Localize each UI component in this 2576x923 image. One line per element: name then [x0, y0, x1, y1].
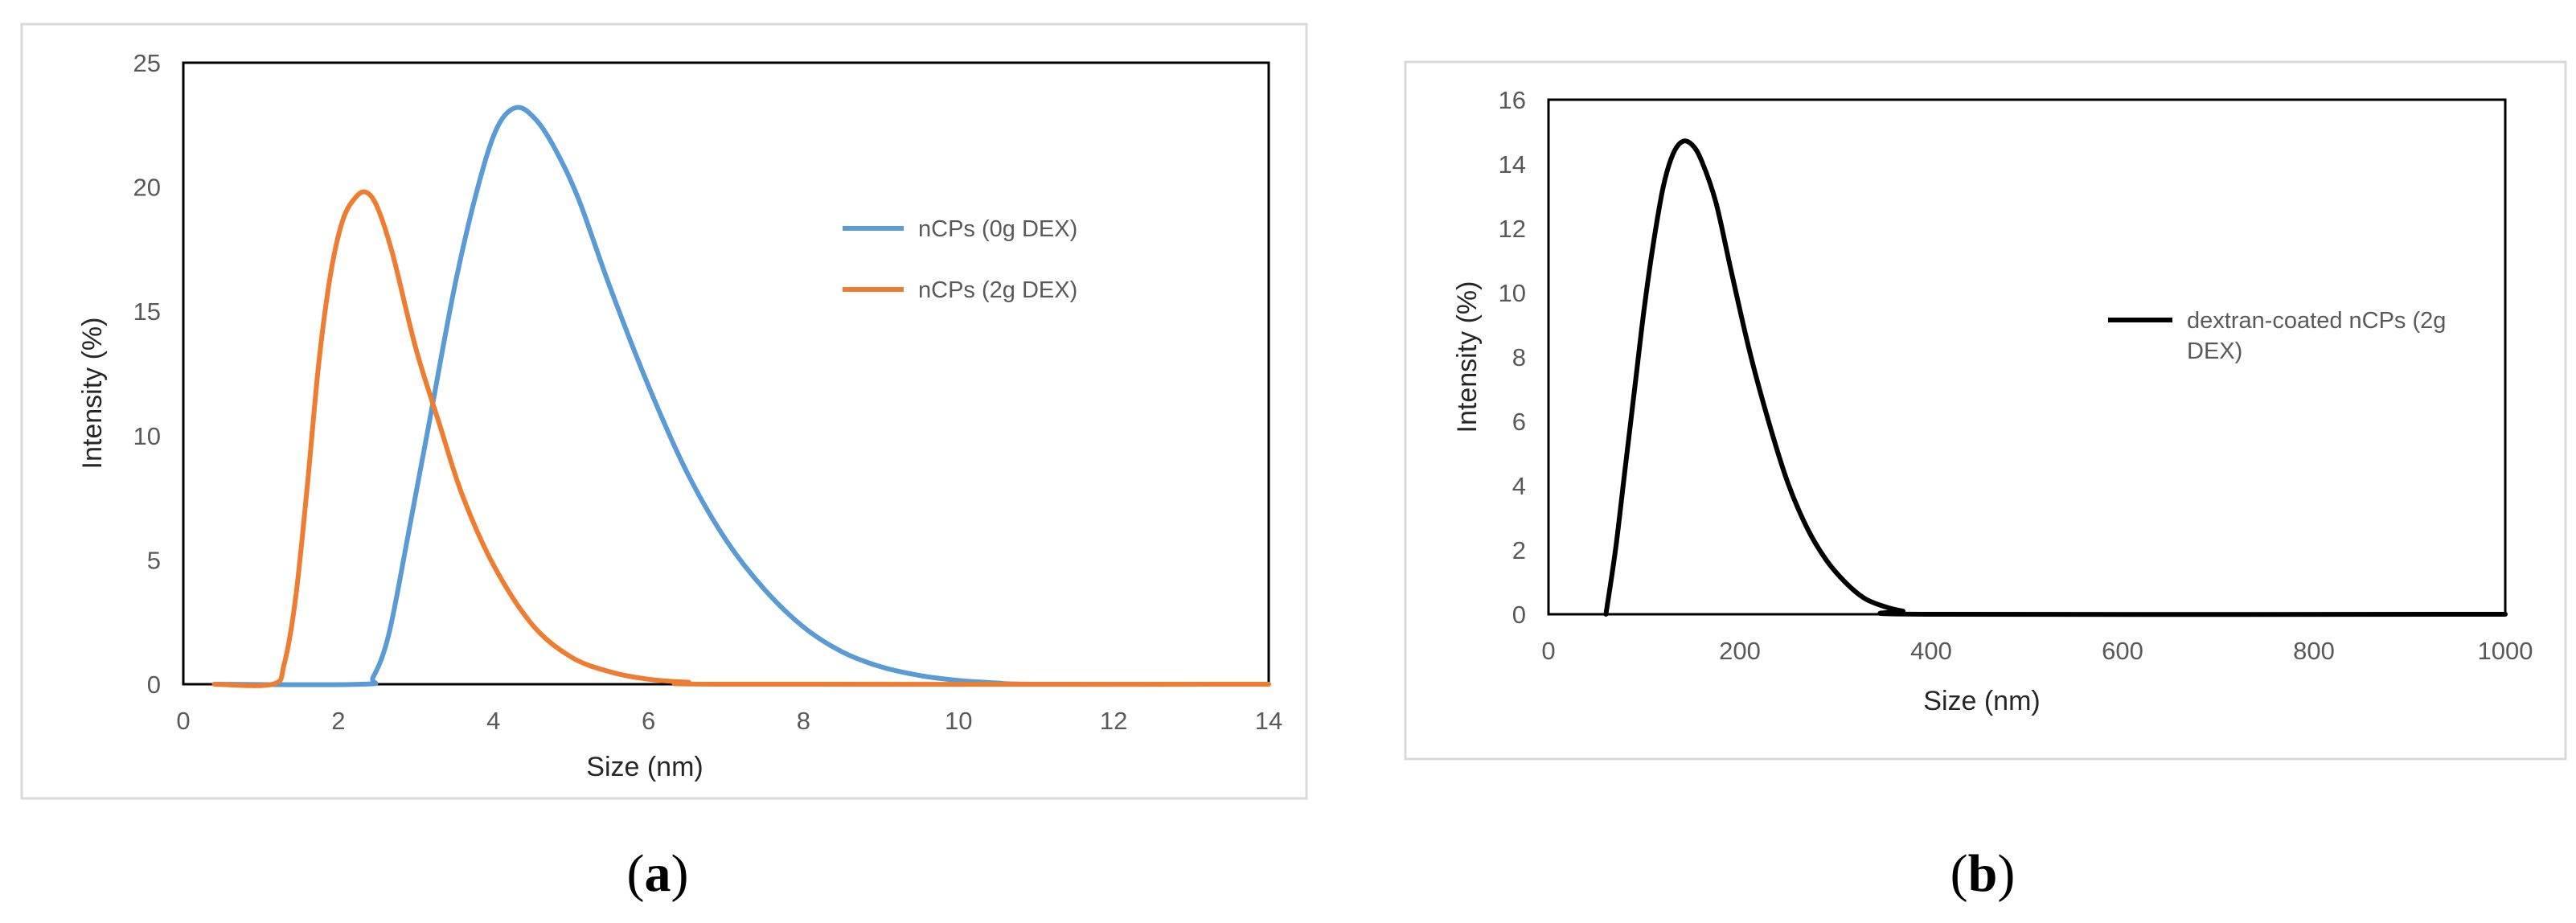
chart-a-x-tick-label: 8 — [797, 707, 810, 735]
chart-b-y-tick-label: 14 — [1499, 150, 1526, 178]
chart-b-x-tick-label: 800 — [2293, 637, 2335, 665]
chart-b-y-tick-label: 2 — [1512, 536, 1526, 564]
chart-b-x-tick-label: 200 — [1719, 637, 1761, 665]
chart-b-x-axis-label: Size (nm) — [1923, 686, 2040, 716]
chart-a-legend-label-1: nCPs (0g DEX) — [918, 216, 1077, 242]
chart-b-y-tick-label: 10 — [1499, 279, 1526, 307]
chart-a-frame — [20, 23, 1308, 800]
chart-b-frame — [1404, 60, 2567, 761]
chart-b-y-tick-label: 0 — [1512, 601, 1526, 629]
panel-label-b-letter: b — [1968, 844, 1998, 903]
chart-b-y-tick-label: 4 — [1512, 472, 1526, 500]
chart-a-x-axis-label: Size (nm) — [586, 752, 703, 782]
chart-b-legend-label-1: dextran-coated nCPs (2g — [2187, 308, 2446, 334]
panel-label-a-letter: a — [645, 844, 671, 903]
chart-a-x-tick-label: 10 — [945, 707, 972, 735]
chart-b-y-tick-label: 12 — [1499, 215, 1526, 243]
panel-label-a: (a) — [627, 844, 689, 903]
chart-a-x-tick-label: 0 — [176, 707, 190, 735]
chart-b-y-tick-label: 16 — [1499, 86, 1526, 114]
chart-a-y-tick-label: 25 — [133, 49, 161, 77]
chart-a-plot-area: 0 5 10 15 20 25 0 2 4 6 8 10 12 14 — [133, 49, 1283, 735]
chart-a-legend-label-2: nCPs (2g DEX) — [918, 277, 1077, 303]
chart-a-x-tick-label: 12 — [1100, 707, 1127, 735]
chart-b-x-tick-label: 1000 — [2478, 637, 2533, 665]
chart-panel-b: 0 2 4 6 8 10 12 14 16 0 200 400 600 800 1000 Size (nm)… — [1404, 60, 2567, 903]
chart-b-x-tick-label: 600 — [2102, 637, 2143, 665]
chart-b-x-tick-label: 0 — [1541, 637, 1555, 665]
chart-b-y-axis-label: Intensity (%) — [1452, 281, 1483, 433]
chart-a-x-tick-label: 4 — [486, 707, 500, 735]
chart-b-y-tick-label: 6 — [1512, 408, 1526, 436]
chart-a-y-axis-label: Intensity (%) — [77, 318, 108, 470]
chart-a-series-line-2 — [211, 189, 1271, 688]
chart-panel-a: 0 5 10 15 20 25 0 2 4 6 8 10 12 14 Size (nm) Intensit… — [20, 23, 1308, 903]
chart-a-y-tick-label: 0 — [147, 671, 161, 699]
chart-a-y-tick-label: 15 — [133, 297, 161, 326]
chart-a-x-tick-label: 14 — [1255, 707, 1282, 735]
chart-b-series-line-1 — [1603, 138, 2508, 617]
panel-label-b: (b) — [1950, 844, 2016, 903]
chart-a-y-tick-label: 20 — [133, 174, 161, 202]
chart-a-y-tick-label: 10 — [133, 422, 161, 450]
chart-b-y-tick-label: 8 — [1512, 343, 1526, 371]
chart-b-legend: dextran-coated nCPs (2g DEX) — [2108, 308, 2446, 364]
chart-a-x-tick-label: 6 — [642, 707, 655, 735]
chart-b-plot-area: 0 2 4 6 8 10 12 14 16 0 200 400 600 800 1000 — [1499, 86, 2533, 665]
chart-a-y-tick-label: 5 — [147, 546, 161, 574]
chart-a-series-line-1 — [211, 105, 1271, 687]
chart-a-legend: nCPs (0g DEX) nCPs (2g DEX) — [843, 216, 1077, 303]
chart-a-x-tick-label: 2 — [331, 707, 345, 735]
chart-b-legend-label-1: DEX) — [2187, 338, 2242, 364]
chart-b-x-tick-label: 400 — [1910, 637, 1952, 665]
